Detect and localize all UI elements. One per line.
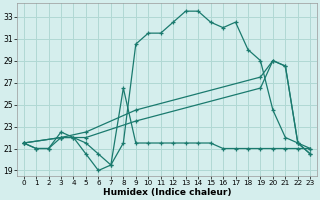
X-axis label: Humidex (Indice chaleur): Humidex (Indice chaleur) [103,188,231,197]
